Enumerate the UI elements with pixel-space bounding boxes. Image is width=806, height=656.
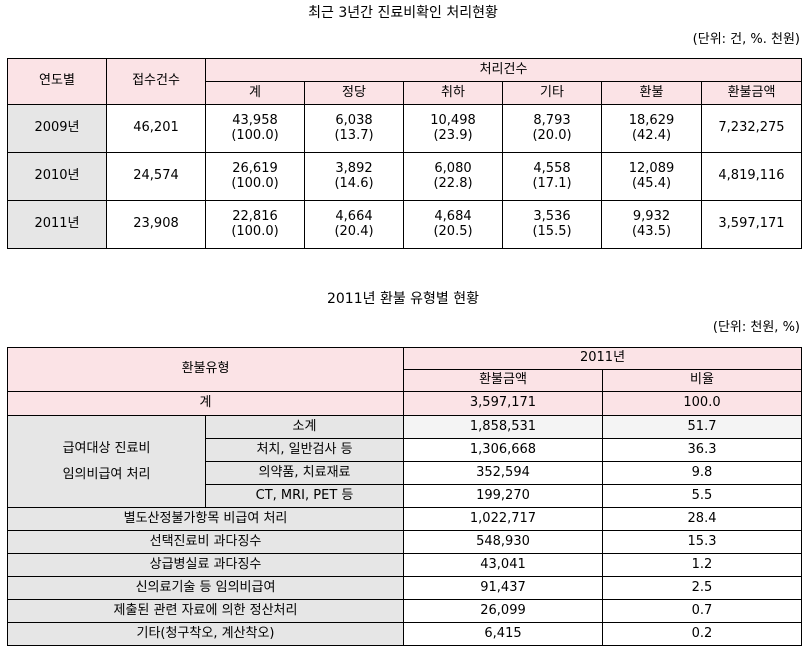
total-ratio: 100.0 [601,391,803,416]
item-label: 의약품, 치료재료 [205,461,404,485]
row-amount: 6,415 [403,622,603,646]
row-label: 기타(청구착오, 계산착오) [7,622,404,646]
row-amount: 1,022,717 [403,507,603,531]
header-year-2011: 2011년 [402,347,803,370]
total-row: 계 3,597,171 100.0 [7,391,803,416]
year-cell: 2011년 [7,200,107,249]
count-cell: 18,629 (42.4) [601,104,702,153]
count-cell: 22,816 (100.0) [205,200,305,249]
count-cell: 3,892 (14.6) [304,152,404,201]
count-cell: 26,619 (100.0) [205,152,305,201]
table1-title: 최근 3년간 진료비확인 처리현황 [308,5,498,21]
row-ratio: 28.4 [601,507,803,531]
item-label: CT, MRI, PET 등 [205,484,404,508]
count-cell: 43,958 (100.0) [205,104,305,153]
header-ratio: 비율 [601,369,803,392]
item-amount: 199,270 [403,484,603,508]
year-cell: 2009년 [7,104,107,153]
header-refund-amount: 환불금액 [701,81,802,105]
header-withdrawn: 취하 [403,81,503,105]
table-row: 2010년 24,574 26,619 (100.0) 3,892 (14.6) 6… [7,152,802,201]
refund-type-table: 환불유형 2011년 환불금액 비율 계 3,597,171 100.0 급여대… [7,347,803,646]
row-label: 별도산정불가항목 비급여 처리 [7,507,404,531]
count-cell: 3,536 (15.5) [502,200,602,249]
row-ratio: 0.7 [601,599,803,623]
table2-unit: (단위: 천원, %) [712,320,800,335]
row-label: 선택진료비 과다징수 [7,530,404,554]
item-ratio: 51.7 [601,415,803,439]
row-ratio: 2.5 [601,576,803,600]
item-ratio: 36.3 [601,438,803,462]
processing-status-table: 연도별 접수건수 처리건수 계 정당 취하 기타 환불 환불금액 2009년 4… [7,58,802,249]
group-label: 급여대상 진료비 임의비급여 처리 [7,415,206,508]
count-cell: 9,932 (43.5) [601,200,702,249]
table-row: 선택진료비 과다징수 548,930 15.3 [7,530,803,554]
received-cell: 46,201 [106,104,206,153]
total-label: 계 [7,391,404,416]
header-refund: 환불 [601,81,702,105]
item-amount: 1,858,531 [403,415,603,439]
amount-cell: 4,819,116 [701,152,802,201]
row-label: 상급병실료 과다징수 [7,553,404,577]
row-ratio: 1.2 [601,553,803,577]
row-label: 신의료기술 등 임의비급여 [7,576,404,600]
header-processed: 처리건수 [205,58,802,82]
table-row: 의약품, 치료재료 352,594 9.8 [8,461,803,485]
header-justified: 정당 [304,81,404,105]
header-other: 기타 [502,81,602,105]
row-label: 제출된 관련 자료에 의한 정산처리 [7,599,404,623]
total-amount: 3,597,171 [403,391,603,416]
row-amount: 91,437 [403,576,603,600]
item-amount: 1,306,668 [403,438,603,462]
table-row: 2009년 46,201 43,958 (100.0) 6,038 (13.7) 1… [7,104,802,153]
count-cell: 10,498 (23.9) [403,104,503,153]
item-ratio: 9.8 [601,461,803,485]
item-ratio: 5.5 [601,484,803,508]
table-row: 급여대상 진료비 임의비급여 처리 소계 1,858,531 51.7 [7,415,803,508]
table-row: 처치, 일반검사 등 1,306,668 36.3 [8,438,803,462]
table1-unit: (단위: 건, %. 천원) [692,32,800,47]
header-received: 접수건수 [106,58,206,105]
table-row: 기타(청구착오, 계산착오) 6,415 0.2 [7,622,803,646]
table-row: 제출된 관련 자료에 의한 정산처리 26,099 0.7 [7,599,803,623]
table-row: 2011년 23,908 22,816 (100.0) 4,664 (20.4) 4… [7,200,802,249]
table-row: 상급병실료 과다징수 43,041 1.2 [7,553,803,577]
header-refund-amount: 환불금액 [403,369,603,392]
item-label: 처치, 일반검사 등 [205,438,404,462]
amount-cell: 3,597,171 [701,200,802,249]
row-ratio: 15.3 [601,530,803,554]
table-row: 신의료기술 등 임의비급여 91,437 2.5 [7,576,803,600]
header-total: 계 [205,81,305,105]
header-refund-type: 환불유형 [7,347,404,392]
count-cell: 6,080 (22.8) [403,152,503,201]
count-cell: 4,684 (20.5) [403,200,503,249]
item-amount: 352,594 [403,461,603,485]
count-cell: 12,089 (45.4) [601,152,702,201]
row-amount: 548,930 [403,530,603,554]
year-cell: 2010년 [7,152,107,201]
received-cell: 23,908 [106,200,206,249]
table-row: 별도산정불가항목 비급여 처리 1,022,717 28.4 [7,507,803,531]
item-label: 소계 [205,415,404,439]
count-cell: 4,664 (20.4) [304,200,404,249]
count-cell: 4,558 (17.1) [502,152,602,201]
row-amount: 43,041 [403,553,603,577]
row-amount: 26,099 [403,599,603,623]
count-cell: 8,793 (20.0) [502,104,602,153]
header-year: 연도별 [7,58,107,105]
amount-cell: 7,232,275 [701,104,802,153]
table2-title: 2011년 환불 유형별 현황 [326,291,480,307]
count-cell: 6,038 (13.7) [304,104,404,153]
received-cell: 24,574 [106,152,206,201]
row-ratio: 0.2 [601,622,803,646]
table-row: CT, MRI, PET 등 199,270 5.5 [8,484,803,508]
